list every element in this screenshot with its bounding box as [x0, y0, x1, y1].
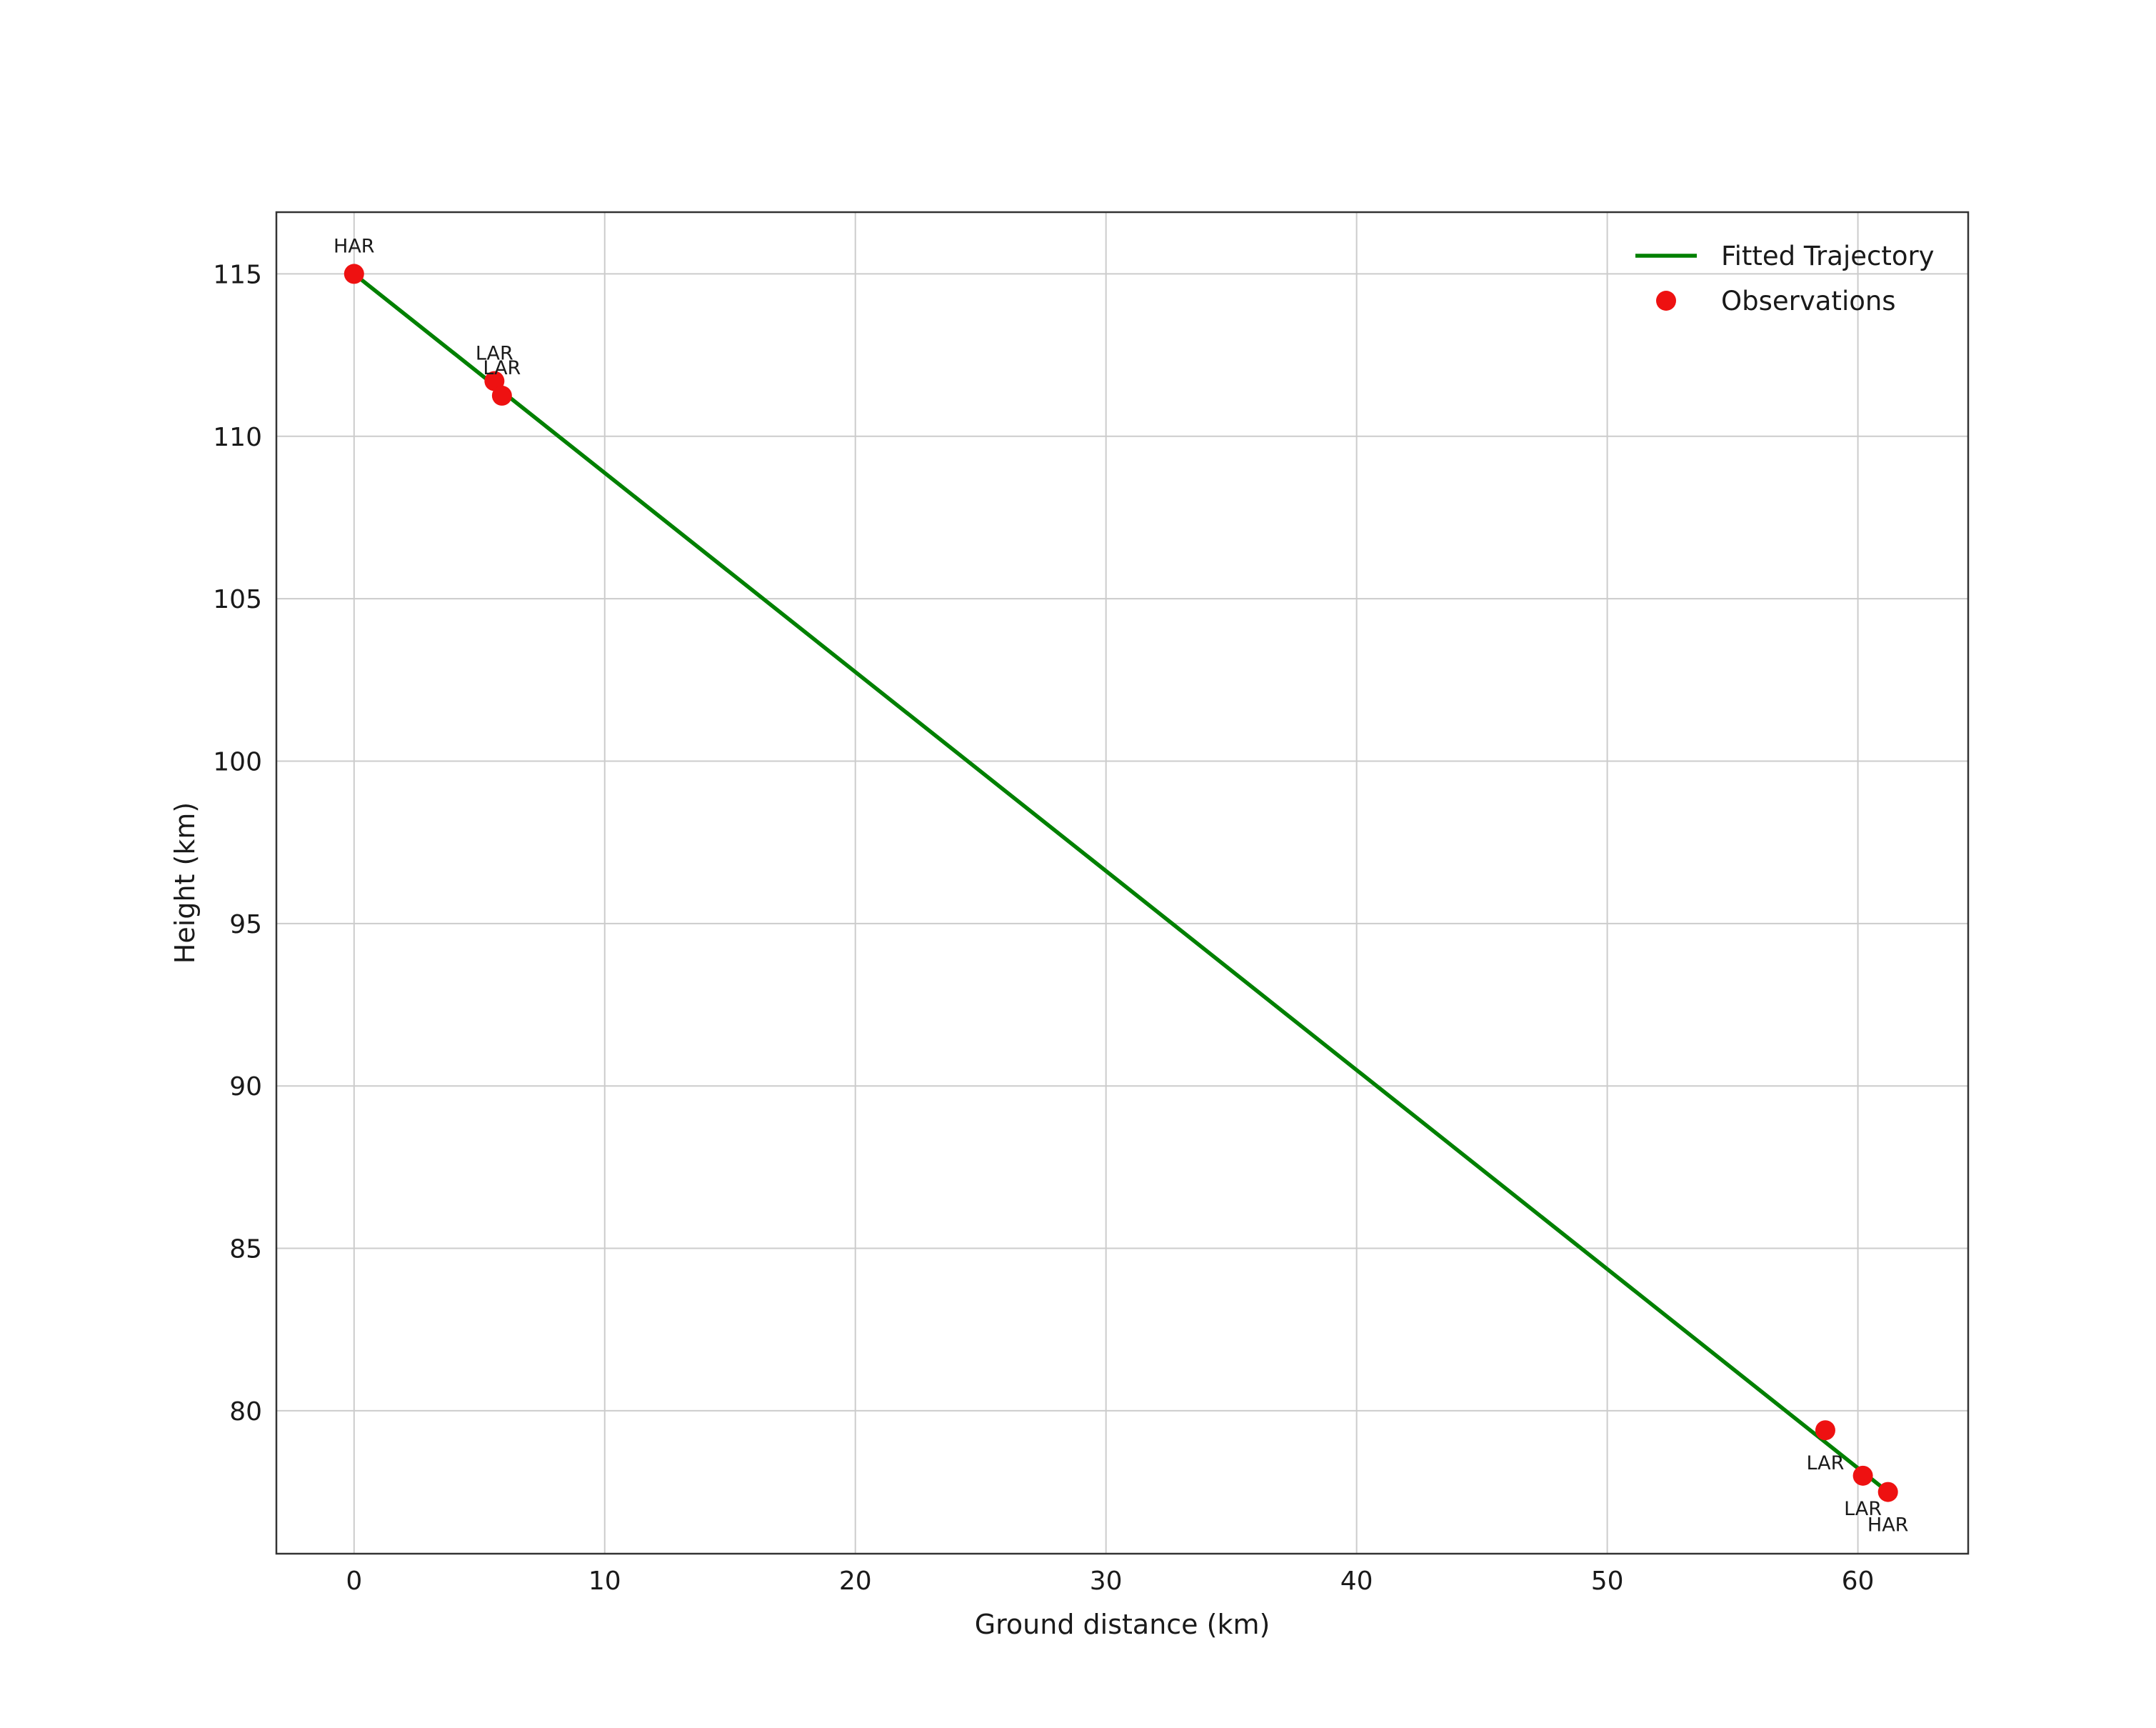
observation-point	[491, 385, 512, 406]
x-tick-label: 10	[588, 1567, 621, 1596]
legend-dot-sample	[1656, 291, 1676, 311]
observation-label: HAR	[1867, 1514, 1909, 1537]
y-tick-label: 110	[213, 423, 262, 452]
observation-point	[1852, 1465, 1873, 1486]
tick-labels: 0 10 20 30 40 50 60 80 85 90 95 100 105 110 115	[213, 260, 1874, 1596]
x-tick-label: 0	[346, 1567, 362, 1596]
y-tick-label: 85	[229, 1235, 262, 1264]
y-tick-label: 105	[213, 585, 262, 614]
x-axis-label: Ground distance (km)	[975, 1609, 1270, 1640]
observation-label: LAR	[1844, 1498, 1882, 1520]
legend-label: Fitted Trajectory	[1721, 241, 1935, 271]
legend-label: Observations	[1721, 286, 1896, 316]
x-tick-label: 40	[1340, 1567, 1373, 1596]
legend: Fitted Trajectory Observations	[1635, 241, 1935, 316]
gridlines	[276, 212, 1968, 1554]
x-tick-label: 20	[839, 1567, 872, 1596]
y-tick-label: 80	[229, 1397, 262, 1427]
y-tick-label: 115	[213, 260, 262, 289]
y-axis-label: Height (km)	[169, 802, 201, 964]
y-tick-label: 100	[213, 747, 262, 776]
observation-label: LAR	[483, 357, 521, 379]
observation-label: LAR	[1806, 1452, 1844, 1474]
observation-label: HAR	[334, 235, 375, 257]
plot-frame	[275, 211, 1970, 1555]
x-tick-label: 50	[1591, 1567, 1624, 1596]
observation-point	[1815, 1420, 1835, 1441]
x-tick-label: 60	[1842, 1567, 1875, 1596]
observation-label: LAR	[476, 342, 513, 364]
observation-point	[1877, 1482, 1898, 1502]
x-tick-label: 30	[1090, 1567, 1123, 1596]
fitted-trajectory-line	[352, 271, 1890, 1494]
y-tick-label: 90	[229, 1072, 262, 1102]
y-tick-label: 95	[229, 910, 262, 939]
observation-point	[344, 264, 364, 284]
